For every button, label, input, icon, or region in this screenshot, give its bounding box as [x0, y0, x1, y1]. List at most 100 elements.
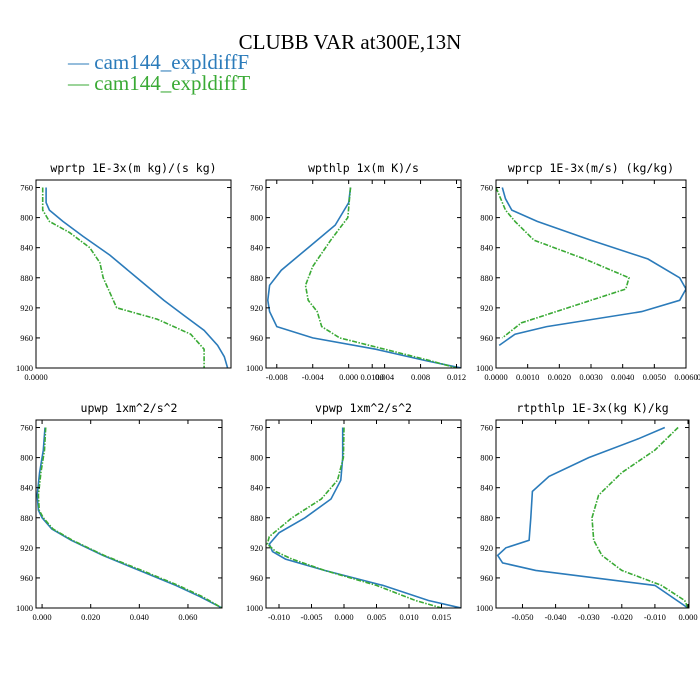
x-tick-label: -0.040: [545, 612, 567, 622]
series-line-1: [266, 187, 461, 368]
y-tick-label: 760: [20, 183, 33, 193]
x-tick-label: 0.0060: [674, 372, 697, 382]
series-line-1: [36, 427, 222, 608]
y-tick-label: 1000: [476, 603, 493, 613]
y-tick-label: 760: [480, 183, 493, 193]
series-line-2: [304, 187, 457, 368]
y-tick-label: 800: [20, 453, 33, 463]
x-tick-label: 0.0000: [484, 372, 507, 382]
panel-frame: [35, 419, 223, 609]
panel-frame: [495, 419, 690, 609]
y-tick-label: 760: [480, 423, 493, 433]
y-tick-label: 840: [480, 243, 493, 253]
y-tick-label: 960: [480, 333, 493, 343]
panel-frame: [265, 419, 462, 609]
x-tick-label: 0.0020: [548, 372, 571, 382]
y-tick-label: 920: [20, 543, 33, 553]
x-tick-label: -0.004: [302, 372, 325, 382]
y-tick-label: 1000: [16, 363, 33, 373]
y-tick-label: 800: [480, 213, 493, 223]
y-tick-label: 920: [20, 303, 33, 313]
x-tick-label: 0.060: [178, 612, 197, 622]
x-tick-label: -0.008: [266, 372, 288, 382]
y-tick-label: 760: [250, 183, 263, 193]
y-tick-label: 800: [250, 453, 263, 463]
x-tick-label: -0.050: [511, 612, 533, 622]
x-tick-label: 0.005: [367, 612, 386, 622]
series-line-2: [37, 427, 222, 608]
chart-panel-4: upwp 1xm^2/s^2 760 800 840 880 920 960 10000.00…: [16, 401, 223, 622]
legend-label: cam144_expldiffF: [94, 50, 250, 74]
legend-swatch: —: [68, 71, 95, 95]
x-tick-label: -0.010: [644, 612, 666, 622]
y-tick-label: 960: [480, 573, 493, 583]
chart-panel-2: wpthlp 1x(m K)/s7608008408809209601000-0…: [246, 161, 466, 382]
panel-title: upwp 1xm^2/s^2: [81, 401, 178, 415]
series-line-2: [591, 426, 689, 608]
y-tick-label: 880: [480, 273, 493, 283]
series-line-1: [45, 187, 229, 368]
y-tick-label: 880: [20, 513, 33, 523]
legend-item-series-1: — cam144_expldiffF: [68, 50, 249, 75]
y-tick-label: 760: [20, 423, 33, 433]
panel-title: vpwp 1xm^2/s^2: [315, 401, 412, 415]
panel-title: wprcp 1E-3x(m/s) (kg/kg): [508, 161, 674, 175]
x-tick-label: 0.015: [432, 612, 451, 622]
series-line-2: [41, 187, 205, 368]
x-tick-label: -0.020: [611, 612, 633, 622]
y-tick-label: 920: [250, 303, 263, 313]
legend-swatch: —: [68, 50, 95, 74]
y-tick-label: 920: [250, 543, 263, 553]
panel-title: wpthlp 1x(m K)/s: [308, 161, 419, 175]
y-tick-label: 880: [20, 273, 33, 283]
panel-title: wprtp 1E-3x(m kg)/(s kg): [50, 161, 216, 175]
x-tick-label: -0.005: [301, 612, 323, 622]
y-tick-label: 1000: [16, 603, 33, 613]
chart-panel-6: rtpthlp 1E-3x(kg K)/kg 760 800 840 880 920 960…: [476, 401, 698, 622]
x-tick-label: -0.010: [268, 612, 290, 622]
y-tick-label: 760: [250, 423, 263, 433]
x-tick-label: 0.008: [411, 372, 430, 382]
x-tick-label: 0.012: [447, 372, 466, 382]
legend-label: cam144_expldiffT: [94, 71, 251, 95]
chart-panel-5: vpwp 1xm^2/s^2 760 800 840 880 920 960 1000 -0.0…: [246, 401, 462, 622]
y-tick-label: 960: [20, 573, 33, 583]
panel-frame: [265, 179, 462, 369]
y-tick-label: 1000: [246, 603, 263, 613]
y-tick-label: 840: [250, 243, 263, 253]
legend-item-series-2: — cam144_expldiffT: [68, 71, 250, 96]
series-line-1: [496, 426, 689, 608]
panel-frame: [495, 179, 687, 369]
series-line-2: [266, 427, 442, 608]
x-tick-label: 0.000: [339, 372, 358, 382]
y-tick-label: 800: [250, 213, 263, 223]
y-tick-label: 960: [20, 333, 33, 343]
x-tick-label: 0.0100: [361, 372, 384, 382]
x-tick-label: 0.020: [81, 612, 100, 622]
series-line-2: [496, 187, 630, 339]
y-tick-label: 840: [480, 483, 493, 493]
y-tick-label: 880: [250, 273, 263, 283]
y-tick-label: 840: [20, 483, 33, 493]
y-tick-label: 840: [250, 483, 263, 493]
x-tick-label: 0.040: [130, 612, 149, 622]
x-tick-label: 0.0010: [516, 372, 539, 382]
y-tick-label: 880: [250, 513, 263, 523]
series-line-1: [268, 427, 461, 608]
y-tick-label: 960: [250, 333, 263, 343]
series-line-1: [498, 187, 686, 347]
x-tick-label: 0.0030: [579, 372, 602, 382]
panel-frame: [35, 179, 232, 369]
panel-title: rtpthlp 1E-3x(kg K)/kg: [516, 401, 668, 415]
x-tick-label: 0.0050: [643, 372, 666, 382]
x-tick-label: 0.010: [399, 612, 418, 622]
x-tick-label: 0.0040: [611, 372, 634, 382]
y-tick-label: 920: [480, 303, 493, 313]
y-tick-label: 800: [20, 213, 33, 223]
x-tick-label: 0.004: [375, 372, 395, 382]
x-tick-label: 0.000: [33, 612, 52, 622]
y-tick-label: 1000: [246, 363, 263, 373]
x-tick-label: 0.000: [678, 612, 697, 622]
chart-panel-3: wprcp 1E-3x(m/s) (kg/kg) 760 800 840 880 920 9…: [476, 161, 698, 382]
